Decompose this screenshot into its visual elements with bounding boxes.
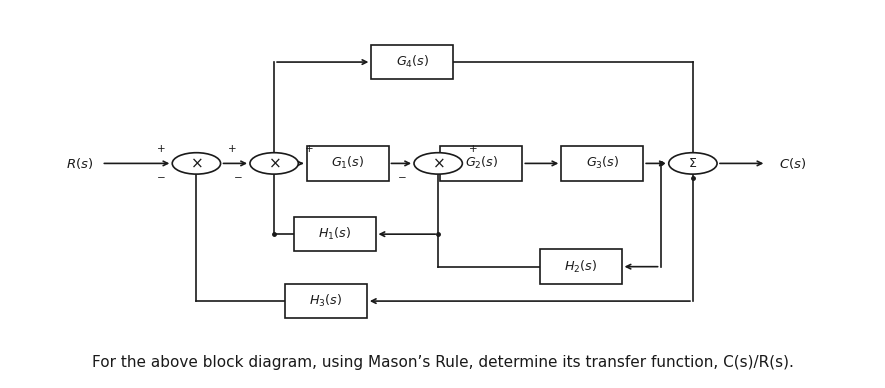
Text: $\times$: $\times$ — [268, 156, 281, 171]
Bar — [372, 45, 453, 79]
Bar — [306, 146, 389, 181]
Text: $G_2(s)$: $G_2(s)$ — [465, 155, 498, 171]
Text: $G_3(s)$: $G_3(s)$ — [586, 155, 619, 171]
Circle shape — [250, 153, 298, 174]
Bar — [540, 249, 621, 284]
Text: For the above block diagram, using Mason’s Rule, determine its transfer function: For the above block diagram, using Mason… — [91, 355, 794, 370]
Text: $\times$: $\times$ — [190, 156, 203, 171]
Text: +: + — [157, 144, 165, 154]
Text: $\times$: $\times$ — [432, 156, 444, 171]
Text: $H_3(s)$: $H_3(s)$ — [310, 293, 342, 309]
Text: $H_1(s)$: $H_1(s)$ — [318, 226, 351, 242]
Text: $C(s)$: $C(s)$ — [780, 156, 806, 171]
Text: $\Sigma$: $\Sigma$ — [689, 157, 697, 170]
Text: −: − — [157, 173, 165, 183]
Text: +: + — [305, 144, 314, 154]
Bar — [561, 146, 643, 181]
Circle shape — [173, 153, 220, 174]
Text: +: + — [469, 144, 478, 154]
Bar — [285, 284, 367, 318]
Text: $H_2(s)$: $H_2(s)$ — [564, 259, 597, 275]
Circle shape — [414, 153, 462, 174]
Bar — [294, 217, 375, 251]
Text: −: − — [235, 173, 243, 183]
Circle shape — [669, 153, 717, 174]
Text: $R(s)$: $R(s)$ — [65, 156, 93, 171]
Text: +: + — [227, 144, 236, 154]
Bar — [441, 146, 522, 181]
Text: $G_1(s)$: $G_1(s)$ — [331, 155, 365, 171]
Text: $G_4(s)$: $G_4(s)$ — [396, 54, 429, 70]
Text: −: − — [398, 173, 407, 183]
